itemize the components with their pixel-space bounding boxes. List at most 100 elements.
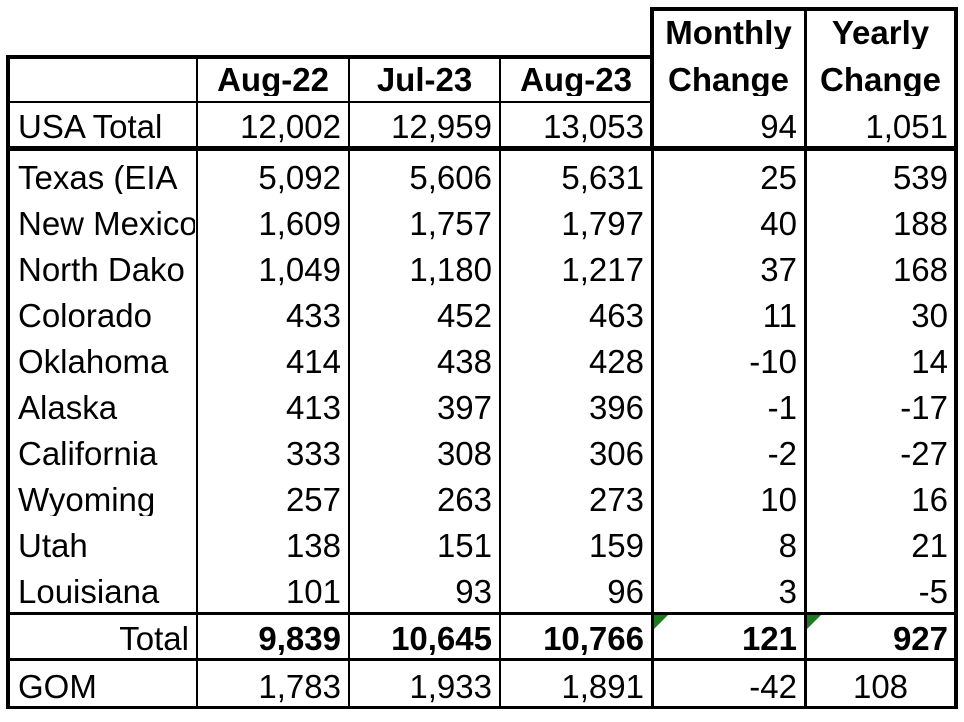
state-value: 306 [588, 437, 644, 470]
state-value: 263 [436, 483, 492, 516]
state-value: 5,092 [258, 161, 341, 194]
column-divider [348, 55, 350, 709]
state-value: 333 [285, 437, 341, 470]
header-bottom-border [6, 101, 650, 103]
state-value: 25 [760, 161, 797, 194]
state-value: 1,180 [409, 253, 492, 286]
state-value: 3 [778, 575, 797, 608]
comment-marker-icon [807, 615, 821, 629]
state-value: 539 [892, 161, 948, 194]
usa-total-value: 12,002 [240, 110, 341, 143]
state-value: 452 [436, 299, 492, 332]
yearly-change-header-top: Yearly [831, 16, 930, 49]
gom-value: 108 [852, 670, 909, 703]
state-value: -17 [900, 391, 948, 424]
column-divider [499, 55, 501, 709]
state-value: 159 [588, 529, 644, 562]
header-row2-top-border [6, 55, 652, 59]
state-value: 1,217 [561, 253, 644, 286]
state-value: 11 [762, 299, 797, 332]
state-value: 37 [760, 253, 797, 286]
state-value: 1,797 [561, 207, 644, 240]
state-label: Wyoming [18, 483, 156, 516]
state-value: 30 [911, 299, 948, 332]
usa-total-value: 1,051 [865, 110, 948, 143]
state-value: 96 [607, 575, 644, 608]
state-value: 93 [455, 575, 492, 608]
state-value: 428 [588, 345, 644, 378]
state-value: 1,609 [258, 207, 341, 240]
state-value: 1,757 [409, 207, 492, 240]
state-value: 14 [911, 345, 948, 378]
usa-total-value: 12,959 [391, 110, 492, 143]
col-header-aug22: Aug-22 [217, 63, 329, 96]
state-value: 438 [436, 345, 492, 378]
state-value: 5,631 [561, 161, 644, 194]
state-value: 10 [760, 483, 797, 516]
gom-label: GOM [18, 670, 97, 703]
state-value: -2 [767, 437, 797, 470]
state-value: 8 [778, 529, 797, 562]
table-left-border [6, 55, 10, 709]
total-value: 927 [892, 622, 948, 655]
table-bottom-border [6, 706, 956, 709]
state-label: New Mexico [18, 207, 195, 240]
state-value: 16 [911, 483, 948, 516]
state-value: 396 [588, 391, 644, 424]
state-value: 5,606 [409, 161, 492, 194]
state-label: Texas (EIA [18, 161, 178, 194]
col-header-aug23: Aug-23 [520, 63, 632, 96]
state-value: -27 [900, 437, 948, 470]
total-value: 121 [741, 622, 797, 655]
state-value: -1 [767, 391, 797, 424]
total-value: 10,645 [391, 622, 492, 655]
state-value: 1,049 [258, 253, 341, 286]
state-label: North Dako [18, 253, 185, 286]
state-value: 463 [588, 299, 644, 332]
column-divider [651, 7, 654, 709]
yearly-change-header-bottom: Change [819, 63, 941, 96]
monthly-change-header-bottom: Change [667, 63, 789, 96]
state-value: 168 [892, 253, 948, 286]
gom-value: 1,933 [409, 670, 492, 703]
state-label: Utah [18, 529, 88, 562]
state-value: 257 [285, 483, 341, 516]
usa-total-label: USA Total [18, 110, 163, 143]
usa-total-value: 13,053 [543, 110, 644, 143]
gom-value: 1,891 [561, 670, 644, 703]
state-label: Oklahoma [18, 345, 169, 378]
state-label: Louisiana [18, 575, 160, 608]
gom-value: -42 [749, 670, 797, 703]
state-value: -10 [749, 345, 797, 378]
column-divider [804, 7, 807, 709]
usa-total-value: 94 [760, 110, 797, 143]
state-label: Alaska [18, 391, 118, 424]
total-value: 9,839 [258, 622, 341, 655]
state-value: 414 [285, 345, 341, 378]
total-value: 10,766 [543, 622, 644, 655]
total-label: Total [119, 622, 189, 655]
state-value: 40 [760, 207, 797, 240]
table-right-border [954, 7, 958, 709]
state-value: 151 [436, 529, 492, 562]
col-header-jul23: Jul-23 [376, 63, 473, 96]
total-top-border [6, 612, 956, 615]
state-label: California [18, 437, 158, 470]
state-value: -5 [918, 575, 948, 608]
state-value: 433 [285, 299, 341, 332]
state-value: 188 [892, 207, 948, 240]
usa-total-bottom-border [6, 146, 956, 151]
column-divider [196, 55, 198, 709]
state-value: 21 [911, 529, 948, 562]
state-label: Colorado [18, 299, 152, 332]
state-value: 413 [285, 391, 341, 424]
total-bottom-border [6, 658, 956, 661]
monthly-change-header-top: Monthly [665, 16, 792, 49]
comment-marker-icon [654, 615, 668, 629]
gom-value: 1,783 [258, 670, 341, 703]
state-value: 101 [285, 575, 341, 608]
state-value: 397 [436, 391, 492, 424]
state-value: 138 [285, 529, 341, 562]
header-top-border [650, 7, 956, 11]
